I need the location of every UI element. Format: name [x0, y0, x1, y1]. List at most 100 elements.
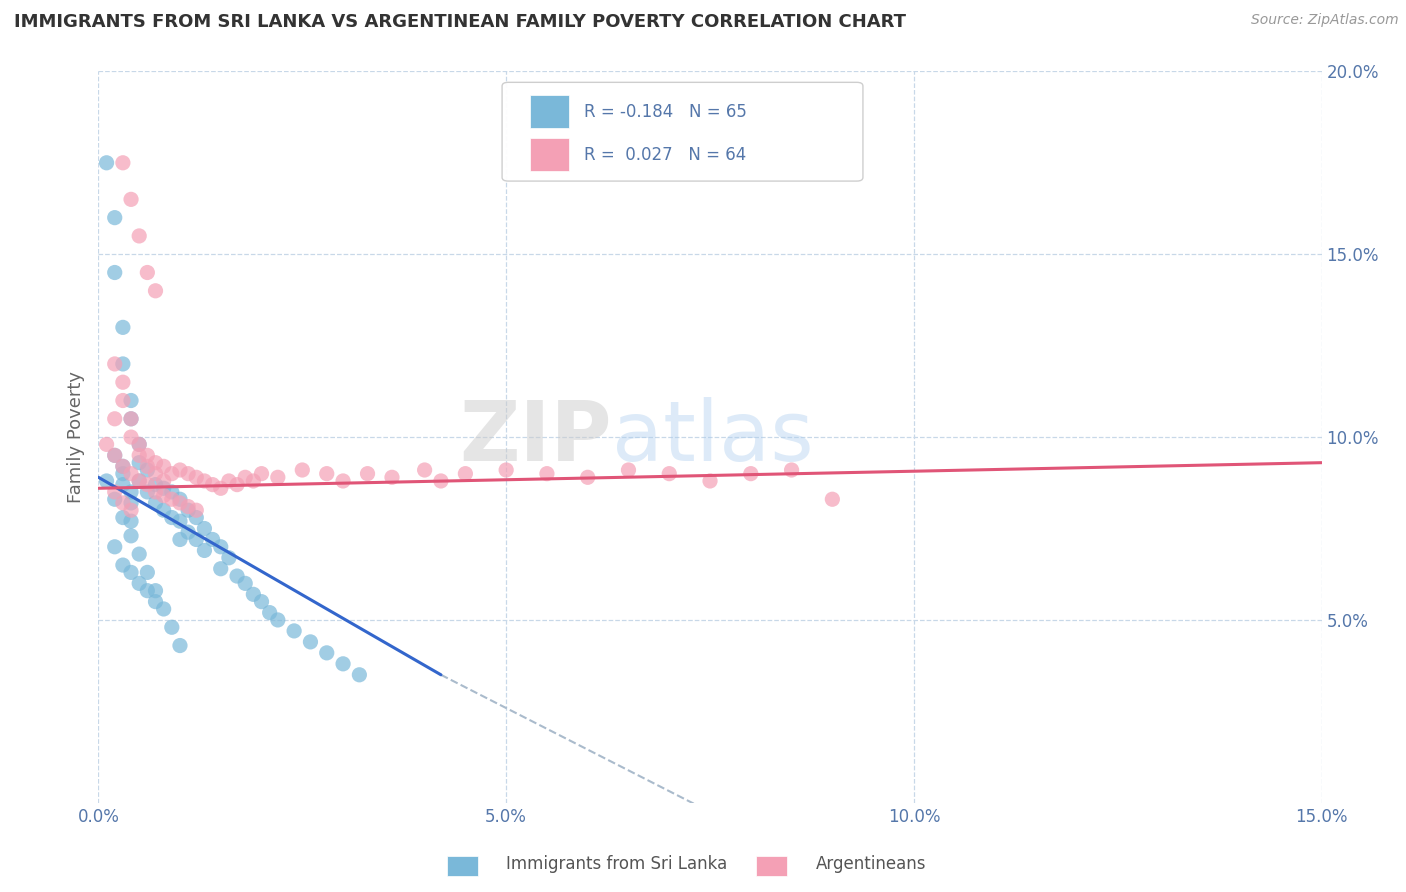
Point: [177, 503, 200, 517]
Point: [104, 357, 127, 371]
Point: [104, 492, 127, 507]
Point: [128, 437, 150, 451]
Point: [128, 229, 150, 244]
Point: [169, 496, 191, 510]
Point: [413, 463, 436, 477]
Point: [104, 412, 127, 426]
Point: [160, 485, 183, 500]
Point: [96, 437, 118, 451]
Point: [145, 284, 167, 298]
Point: [699, 474, 721, 488]
Point: [169, 639, 191, 653]
Point: [658, 467, 681, 481]
Point: [332, 657, 354, 671]
Point: [145, 467, 167, 481]
Point: [120, 430, 142, 444]
Point: [218, 474, 240, 488]
Point: [152, 489, 174, 503]
Point: [104, 266, 127, 280]
FancyBboxPatch shape: [530, 95, 569, 128]
Point: [152, 459, 174, 474]
Point: [226, 477, 249, 491]
Point: [233, 576, 256, 591]
Point: [111, 459, 134, 474]
Point: [128, 456, 150, 470]
Point: [104, 211, 127, 225]
Point: [111, 459, 134, 474]
Y-axis label: Family Poverty: Family Poverty: [66, 371, 84, 503]
Point: [356, 467, 378, 481]
Point: [780, 463, 803, 477]
Point: [430, 474, 453, 488]
Point: [160, 620, 183, 634]
Point: [233, 470, 256, 484]
Point: [169, 463, 191, 477]
Point: [128, 576, 150, 591]
Point: [120, 496, 142, 510]
Point: [145, 477, 167, 491]
Point: [136, 477, 159, 491]
FancyBboxPatch shape: [502, 82, 863, 181]
Point: [136, 463, 159, 477]
Point: [111, 156, 134, 170]
Point: [169, 514, 191, 528]
Point: [349, 667, 371, 681]
Point: [136, 566, 159, 580]
Point: [454, 467, 477, 481]
Point: [111, 510, 134, 524]
Point: [96, 474, 118, 488]
Point: [111, 477, 134, 491]
Point: [186, 470, 208, 484]
Text: Argentineans: Argentineans: [815, 855, 927, 873]
Point: [111, 375, 134, 389]
Point: [145, 485, 167, 500]
Point: [821, 492, 844, 507]
Point: [104, 540, 127, 554]
Point: [128, 448, 150, 462]
Point: [209, 540, 232, 554]
Point: [111, 357, 134, 371]
Point: [250, 467, 273, 481]
Point: [209, 481, 232, 495]
Point: [267, 613, 290, 627]
Point: [136, 266, 159, 280]
Point: [576, 470, 599, 484]
Point: [120, 566, 142, 580]
Point: [128, 474, 150, 488]
Point: [332, 474, 354, 488]
Point: [120, 485, 142, 500]
Point: [177, 525, 200, 540]
Point: [169, 533, 191, 547]
Point: [177, 467, 200, 481]
Point: [145, 583, 167, 598]
Point: [136, 448, 159, 462]
Point: [152, 474, 174, 488]
Point: [299, 635, 322, 649]
Point: [120, 503, 142, 517]
Point: [96, 156, 118, 170]
Point: [740, 467, 762, 481]
Point: [136, 459, 159, 474]
Point: [152, 503, 174, 517]
Point: [160, 510, 183, 524]
Point: [120, 412, 142, 426]
Text: ZIP: ZIP: [460, 397, 612, 477]
Point: [186, 533, 208, 547]
Point: [160, 467, 183, 481]
Text: Source: ZipAtlas.com: Source: ZipAtlas.com: [1251, 13, 1399, 28]
Point: [495, 463, 517, 477]
Point: [193, 474, 215, 488]
Point: [160, 492, 183, 507]
FancyBboxPatch shape: [530, 138, 569, 171]
Text: atlas: atlas: [612, 397, 814, 477]
Point: [242, 587, 264, 601]
Point: [111, 393, 134, 408]
Point: [177, 500, 200, 514]
Point: [186, 503, 208, 517]
Point: [169, 492, 191, 507]
Point: [120, 412, 142, 426]
Point: [283, 624, 305, 638]
Point: [315, 467, 337, 481]
Point: [201, 477, 224, 491]
Point: [242, 474, 264, 488]
